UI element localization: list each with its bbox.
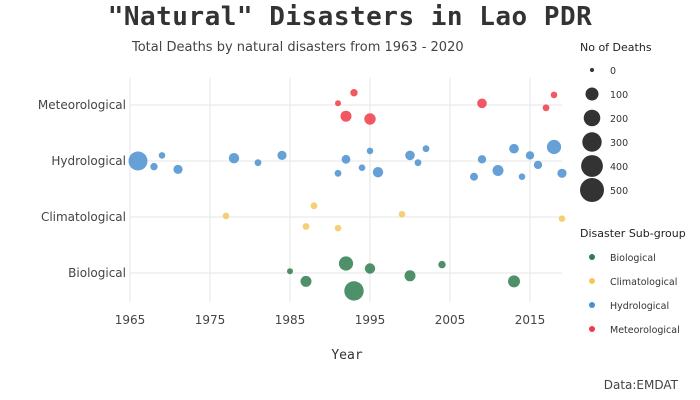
size-legend-label: 0 [610,66,616,77]
data-point-biological [344,281,364,301]
data-point-hydrological [557,168,567,178]
data-point-biological [338,256,354,271]
x-tick-label: 2015 [515,313,546,327]
data-point-hydrological [228,153,240,164]
data-point-hydrological [405,150,415,161]
data-point-hydrological [414,159,422,167]
data-point-hydrological [470,172,478,181]
data-point-hydrological [128,151,148,171]
data-point-hydrological [254,159,262,167]
x-tick-label: 1995 [355,313,386,327]
data-point-biological [300,275,312,287]
data-point-hydrological [533,160,543,170]
color-legend-key-climatological [589,278,595,284]
size-legend-label: 100 [610,90,628,101]
data-source-caption: Data:EMDAT [603,378,678,392]
x-axis-labels: 1965 1975 1985 1995 2005 2015 [115,313,546,327]
data-point-meteorological [550,91,558,99]
data-point-climatological [558,215,566,222]
color-legend-label: Meteorological [610,325,680,336]
size-legend-key [582,132,602,152]
data-point-hydrological [341,154,351,164]
data-point-hydrological [158,152,166,159]
x-axis-title: Year [331,348,362,363]
data-point-climatological [334,224,342,232]
data-point-hydrological [277,150,287,160]
size-legend-key [580,178,604,202]
size-legend-title: No of Deaths [580,41,652,54]
color-legend-key-biological [589,254,595,260]
color-legend-title: Disaster Sub-group [580,227,686,240]
data-point-hydrological [477,155,487,164]
size-legend-label: 400 [610,162,628,173]
x-tick-label: 1965 [115,313,146,327]
x-tick-label: 1985 [275,313,306,327]
data-point-biological [508,275,520,288]
data-point-climatological [310,202,318,210]
y-axis-labels: Biological Climatological Hydrological Mete… [38,98,126,280]
color-legend-key-hydrological [589,302,595,308]
data-point-climatological [302,223,310,230]
data-point-climatological [398,210,406,218]
size-legend-key [590,68,594,72]
data-point-biological [364,263,376,274]
data-point-hydrological [546,139,562,155]
data-point-biological [438,260,446,269]
color-legend-label: Hydrological [610,301,669,312]
color-legend-key-meteorological [589,326,595,332]
y-tick-label: Climatological [41,210,126,224]
size-legend-label: 200 [610,114,628,125]
data-point-biological [287,268,293,275]
data-point-hydrological [173,164,183,174]
data-point-biological [404,270,416,282]
x-tick-label: 2005 [435,313,466,327]
size-legend-label: 300 [610,138,628,149]
data-point-hydrological [422,145,430,153]
data-point-meteorological [364,113,376,125]
color-legend-label: Biological [610,253,656,264]
size-legend-key [585,87,599,101]
data-point-hydrological [372,167,384,178]
color-legend-label: Climatological [610,277,677,288]
data-point-meteorological [340,110,352,122]
size-legend-key [581,155,603,177]
data-point-hydrological [358,164,366,171]
data-point-hydrological [334,169,342,177]
size-legend-label: 500 [610,186,628,197]
chart-title: "Natural" Disasters in Lao PDR [107,2,593,32]
chart-subtitle: Total Deaths by natural disasters from 1… [132,40,464,55]
data-point-hydrological [366,147,374,155]
y-tick-label: Biological [68,266,126,280]
data-point-meteorological [350,89,358,97]
y-tick-label: Hydrological [51,154,126,168]
data-point-meteorological [477,98,487,109]
data-point-hydrological [518,173,526,180]
data-point-hydrological [150,162,158,171]
color-legend: Disaster Sub-group Biological Climatologi… [580,227,686,336]
y-tick-label: Meteorological [38,98,126,112]
data-point-meteorological [335,100,341,107]
data-point-climatological [222,212,230,220]
data-points [128,89,567,301]
data-point-hydrological [525,151,535,160]
data-point-meteorological [542,104,550,112]
size-legend-key [583,109,601,127]
x-tick-label: 1975 [195,313,226,327]
data-point-hydrological [509,143,519,154]
data-point-hydrological [492,165,504,176]
size-legend: No of Deaths 0 100 200 300 400 500 [580,41,652,202]
